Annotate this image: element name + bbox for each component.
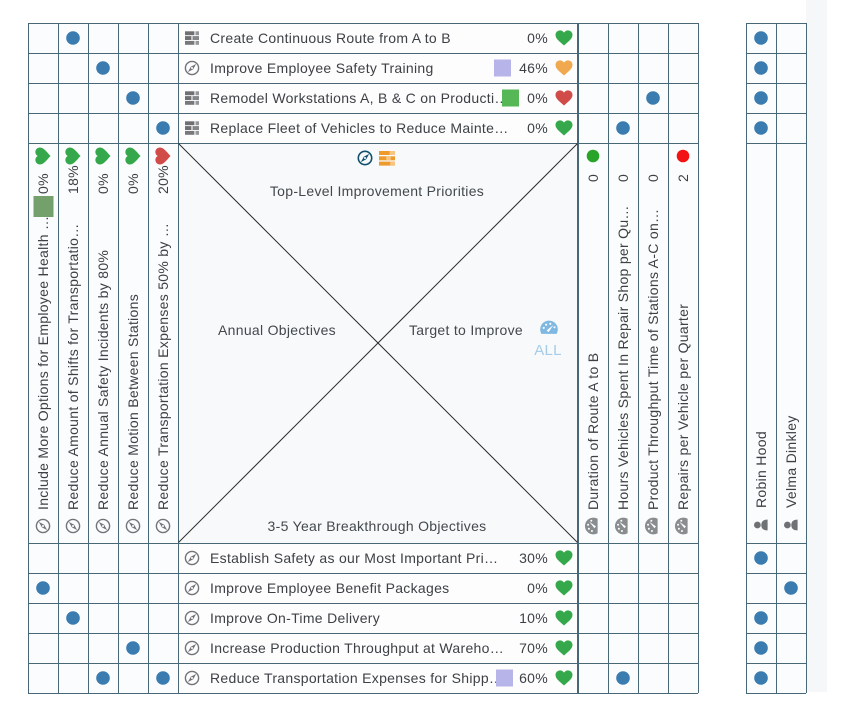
svg-text:Improve On-Time Delivery: Improve On-Time Delivery [210, 610, 380, 626]
svg-text:Reduce Transportation Expenses: Reduce Transportation Expenses for Shipp… [210, 670, 503, 686]
svg-text:Establish Safety as our Most I: Establish Safety as our Most Important P… [210, 550, 498, 566]
svg-text:Product Throughput Time of Sta: Product Throughput Time of Stations A-C … [645, 209, 661, 510]
svg-text:0%: 0% [95, 173, 111, 194]
svg-text:Reduce Amount of Shifts for Tr: Reduce Amount of Shifts for Transportati… [65, 223, 81, 510]
svg-text:0%: 0% [527, 30, 548, 46]
svg-text:Target to Improve: Target to Improve [409, 322, 523, 338]
svg-text:10%: 10% [519, 610, 548, 626]
svg-text:Replace Fleet of Vehicles to R: Replace Fleet of Vehicles to Reduce Main… [210, 120, 509, 136]
svg-text:46%: 46% [519, 60, 548, 76]
svg-text:0%: 0% [35, 173, 51, 194]
svg-text:Robin Hood: Robin Hood [753, 431, 769, 508]
svg-text:60%: 60% [519, 670, 548, 686]
svg-text:Duration of Route A to B: Duration of Route A to B [585, 353, 601, 510]
svg-text:0%: 0% [125, 173, 141, 194]
svg-text:2: 2 [675, 174, 691, 182]
svg-text:Velma Dinkley: Velma Dinkley [783, 415, 799, 508]
svg-text:0: 0 [585, 174, 601, 182]
svg-text:Hours Vehicles Spent In Repair: Hours Vehicles Spent In Repair Shop per … [615, 205, 631, 510]
svg-text:ALL: ALL [534, 342, 562, 359]
svg-text:Annual Objectives: Annual Objectives [218, 322, 336, 338]
svg-text:Reduce Motion Between Stations: Reduce Motion Between Stations [125, 294, 141, 510]
svg-text:18%: 18% [65, 165, 81, 194]
svg-text:0: 0 [645, 174, 661, 182]
svg-text:Remodel Workstations A, B & C: Remodel Workstations A, B & C on Product… [210, 90, 509, 106]
svg-text:Include More Options for Emplo: Include More Options for Employee Health… [35, 216, 51, 510]
svg-text:Improve Employee Safety Traini: Improve Employee Safety Training [210, 60, 434, 76]
svg-text:0%: 0% [527, 580, 548, 596]
svg-text:Reduce Annual Safety Incidents: Reduce Annual Safety Incidents by 80% [95, 250, 111, 510]
svg-text:0%: 0% [527, 90, 548, 106]
svg-text:Repairs per Vehicle per Quarte: Repairs per Vehicle per Quarter [675, 304, 691, 510]
svg-text:Reduce Transportation Expenses: Reduce Transportation Expenses 50% by … [155, 223, 171, 510]
svg-text:Create Continuous Route from A: Create Continuous Route from A to B [210, 30, 451, 46]
svg-text:0: 0 [615, 174, 631, 182]
svg-text:70%: 70% [519, 640, 548, 656]
svg-text:0%: 0% [527, 120, 548, 136]
svg-text:30%: 30% [519, 550, 548, 566]
svg-text:3-5 Year Breakthrough Objectiv: 3-5 Year Breakthrough Objectives [268, 518, 487, 534]
svg-text:Improve Employee Benefit Packa: Improve Employee Benefit Packages [210, 580, 449, 596]
svg-text:20%: 20% [155, 165, 171, 194]
svg-text:Top-Level Improvement Prioriti: Top-Level Improvement Priorities [270, 183, 484, 199]
svg-text:Increase Production Throughput: Increase Production Throughput at Wareho… [210, 640, 504, 656]
